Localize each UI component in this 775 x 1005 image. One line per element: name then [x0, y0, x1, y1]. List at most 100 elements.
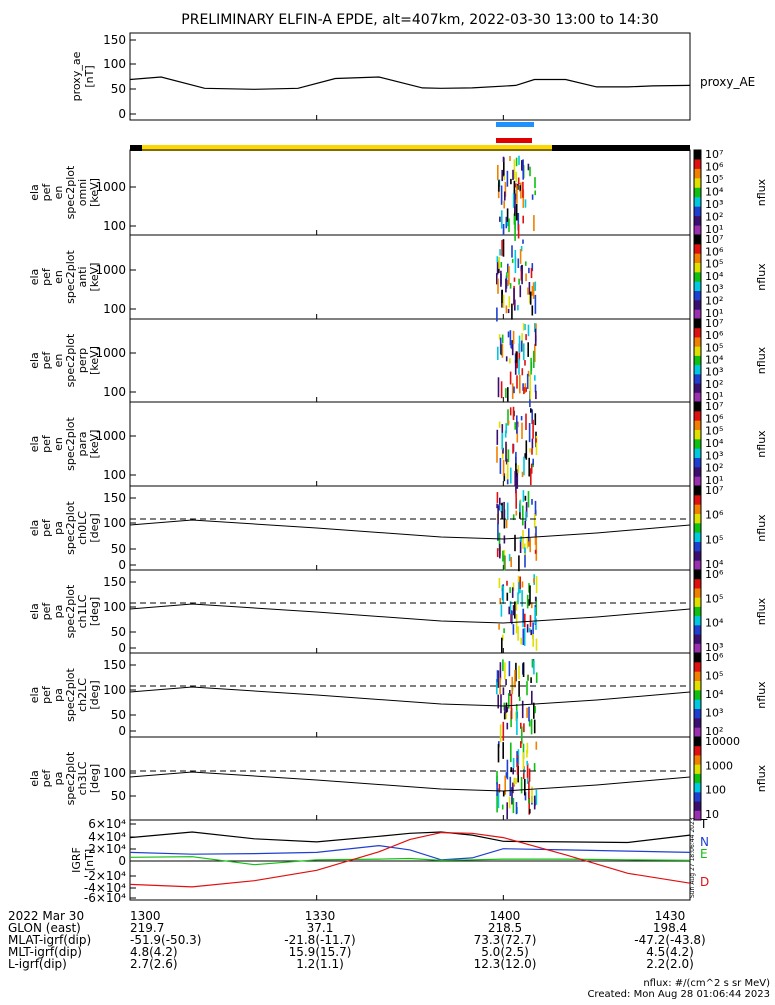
- colorbar-segment: [694, 532, 701, 543]
- spectrogram-pixel: [502, 721, 505, 741]
- spectrogram-pixel: [532, 634, 534, 647]
- panel-anti: 1000 100 ela pef en spec2plot anti [keV]: [28, 234, 691, 320]
- spectrogram-pixel: [510, 467, 512, 484]
- colorbar-label: nflux: [755, 263, 768, 291]
- colorbar-segment: [694, 495, 701, 506]
- spectrogram-pixel: [522, 164, 524, 180]
- spectrogram-pixel: [534, 323, 536, 333]
- spectrogram-pixel: [509, 330, 512, 346]
- spectrogram-pixel: [515, 451, 517, 465]
- spectrogram-pixel: [523, 387, 525, 395]
- colorbar-segment: [694, 420, 701, 431]
- colorbar-segment: [694, 244, 701, 255]
- spectrogram-pixel: [524, 324, 526, 331]
- spectrogram-pixel: [512, 443, 514, 454]
- y-tick-label: 100: [103, 468, 126, 482]
- y-axis-label: ela: [28, 352, 41, 369]
- spectrogram-pixel: [509, 690, 511, 696]
- y-axis-label: spec2plot: [64, 668, 77, 722]
- colorbar-tick-label: 10²: [705, 378, 723, 391]
- colorbar-label: nflux: [755, 178, 768, 206]
- colorbar-segment: [694, 439, 701, 450]
- spectrogram-pixel: [514, 669, 516, 688]
- spectrogram-pixel: [502, 634, 504, 641]
- spectrogram-pixel: [506, 592, 509, 601]
- spectrogram-pixel: [508, 218, 510, 232]
- colorbar-segment: [694, 773, 701, 784]
- colorbar-label: nflux: [755, 764, 768, 792]
- colorbar-segment: [694, 653, 701, 663]
- spectrogram-pixel: [498, 421, 501, 428]
- spectrogram-pixel: [499, 724, 502, 743]
- spectrogram-pixel: [510, 557, 512, 567]
- spectrogram-pixel: [529, 166, 531, 177]
- colorbar-segment: [694, 216, 701, 227]
- y-axis-label: spec2plot: [64, 584, 77, 638]
- spectrogram-pixel: [524, 778, 526, 796]
- colorbar-segment: [694, 337, 701, 348]
- colorbar-segment: [694, 718, 701, 729]
- colorbar-tick-label: 10⁶: [705, 509, 724, 522]
- y-axis-label: [keV]: [88, 263, 101, 292]
- igrf-legend-N: N: [700, 835, 709, 849]
- loss-cone-lines-ch2LC: [129, 685, 691, 707]
- colorbar-segment: [694, 206, 701, 217]
- y-axis-label: pa: [52, 772, 65, 786]
- y-tick-label: 0: [118, 558, 126, 572]
- colorbar-tick-label: 10³: [705, 366, 723, 379]
- spectrogram-pixel: [530, 718, 533, 735]
- y-tick-label: 100: [103, 600, 126, 614]
- spectrogram-omni: [497, 155, 536, 241]
- y-axis-label: [deg]: [88, 513, 101, 542]
- spectrogram-pixel: [511, 341, 514, 356]
- footer-row-value: 1.2(1.1): [296, 957, 344, 971]
- colorbar-segment: [694, 551, 701, 562]
- y-tick-label: 100: [103, 683, 126, 697]
- panel-frame: [129, 234, 691, 320]
- spectrogram-pixel: [520, 777, 523, 794]
- spectrogram-pixel: [509, 776, 512, 796]
- spectrogram-pixel: [505, 712, 507, 720]
- spectrogram-pixel: [516, 469, 519, 489]
- spectrogram-pixel: [517, 213, 520, 231]
- colorbar-tick-label: 10⁶: [705, 245, 724, 258]
- spectrogram-pixel: [531, 263, 534, 272]
- spectrogram-pixel: [521, 368, 524, 376]
- spectrogram-pixel: [501, 424, 504, 440]
- footer-row-value: 1430: [655, 909, 686, 923]
- spectrogram-pixel: [521, 422, 523, 439]
- spectrogram-pixel: [526, 742, 529, 754]
- igrf-legend-E: E: [700, 847, 708, 861]
- spectrogram-pixel: [506, 272, 508, 278]
- spectrogram-pixel: [498, 504, 500, 511]
- spectrogram-pixel: [522, 383, 524, 391]
- colorbar-segment: [694, 699, 701, 710]
- spectrogram-pixel: [496, 260, 499, 275]
- spectrogram-pixel: [535, 789, 538, 805]
- colorbar-label: nflux: [755, 430, 768, 458]
- igrf-N-line: [129, 844, 691, 861]
- y-tick-label: -4×10⁴: [84, 881, 126, 895]
- y-axis-label: ela: [28, 269, 41, 286]
- spectrogram-pixel: [499, 249, 501, 256]
- spectrogram-pixel: [535, 390, 537, 400]
- colorbar-segment: [694, 570, 701, 580]
- spectrogram-pixel: [508, 266, 510, 285]
- y-tick-label: 150: [103, 491, 126, 505]
- spectrogram-pixel: [520, 340, 523, 352]
- spectrogram-pixel: [529, 291, 531, 304]
- spectrogram-pixel: [515, 497, 517, 509]
- spectrogram-pixel: [528, 583, 530, 593]
- colorbar-segment: [694, 737, 701, 747]
- panel-proxy_ae: 150 100 50 0 proxy_ae [nT] proxy_AE: [70, 32, 755, 121]
- spectrogram-pixel: [535, 672, 538, 683]
- spectrogram-pixel: [502, 459, 505, 476]
- spectrogram-pixel: [510, 767, 512, 773]
- spectrogram-pixel: [514, 193, 516, 212]
- spectrogram-pixel: [535, 335, 537, 342]
- y-tick-label: 150: [103, 575, 126, 589]
- spectrogram-pixel: [497, 505, 499, 525]
- y-axis-label: ch0LC: [76, 511, 89, 545]
